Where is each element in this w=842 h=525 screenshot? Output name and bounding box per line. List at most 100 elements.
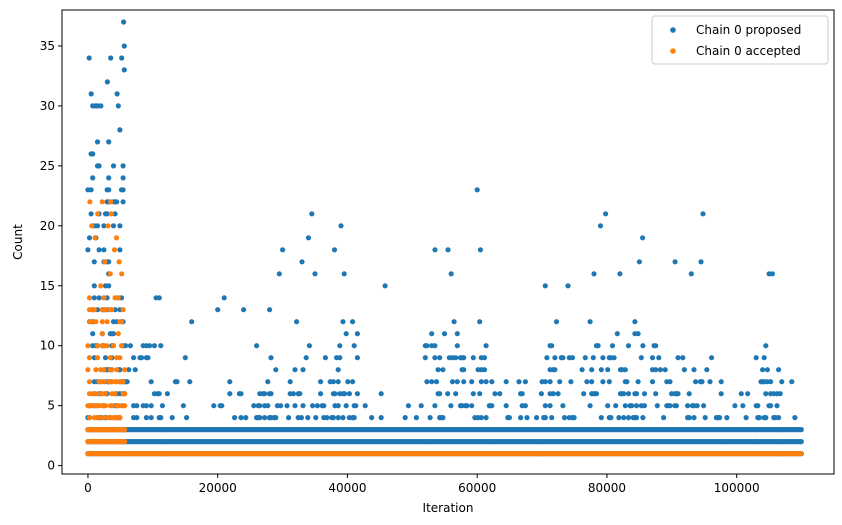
proposed-point [449,379,456,385]
proposed-point [774,403,780,409]
proposed-point [688,271,694,277]
proposed-point [779,379,785,385]
proposed-point [657,367,664,373]
accepted-point [105,223,111,229]
proposed-point [335,367,341,373]
accepted-point [109,307,115,313]
proposed-point [215,307,221,313]
proposed-point [481,367,488,373]
proposed-point [143,415,149,421]
accepted-point [120,379,126,385]
accepted-point [102,307,109,313]
proposed-point [330,415,336,421]
proposed-point [506,415,512,421]
proposed-point [469,403,475,409]
proposed-point [273,367,279,373]
proposed-point [88,187,94,193]
proposed-point [268,355,274,361]
proposed-point [542,379,548,385]
proposed-point [134,415,140,421]
proposed-point [121,67,127,73]
y-tick-label: 5 [47,399,55,413]
proposed-point [740,403,746,409]
proposed-point [606,379,612,385]
proposed-point [424,343,430,349]
proposed-point [756,415,763,421]
proposed-point [635,379,641,385]
proposed-point [497,391,503,397]
proposed-point [117,247,123,253]
proposed-point [461,367,467,373]
accepted-point [101,415,107,421]
y-tick-label: 10 [40,339,55,353]
proposed-point [549,343,555,349]
proposed-point [413,415,419,421]
proposed-point [656,355,662,361]
proposed-point [635,331,641,337]
proposed-point [184,415,190,421]
proposed-point [108,55,114,61]
accepted-point [102,403,109,409]
proposed-point [127,343,133,349]
proposed-point [287,379,293,385]
accepted-point [113,235,120,241]
proposed-point [522,403,529,409]
legend-label-proposed: Chain 0 proposed [696,23,801,37]
proposed-point [314,403,320,409]
proposed-point [717,415,723,421]
proposed-point [94,139,101,145]
proposed-point [145,355,151,361]
proposed-point [353,403,359,409]
proposed-point [542,403,548,409]
y-tick-label: 15 [40,279,55,293]
accepted-point [116,259,122,265]
proposed-point [221,295,227,301]
proposed-point [477,319,483,325]
proposed-point [698,259,704,265]
proposed-point [354,331,360,337]
proposed-point [286,415,292,421]
legend: Chain 0 proposed Chain 0 accepted [651,15,829,65]
proposed-point [156,391,162,397]
proposed-point [768,403,774,409]
legend-label-accepted: Chain 0 accepted [696,44,801,58]
proposed-point [402,415,408,421]
proposed-point [119,55,125,61]
x-tick-label: 40000 [328,481,366,495]
proposed-point [454,331,460,337]
proposed-point [321,403,327,409]
proposed-point [110,223,117,229]
proposed-point [625,343,632,349]
proposed-point [691,367,697,373]
proposed-point [755,403,761,409]
proposed-point [629,403,635,409]
proposed-point [85,247,91,253]
proposed-point [187,379,193,385]
proposed-point [763,415,769,421]
accepted-point [99,199,105,205]
proposed-point [335,415,341,421]
accepted-point [99,331,105,337]
proposed-point [257,415,263,421]
accepted-point [122,439,128,445]
proposed-point [351,343,357,349]
accepted-point [85,367,91,373]
proposed-point [346,391,352,397]
proposed-point [445,247,451,253]
proposed-point [298,415,304,421]
accepted-point [112,391,118,397]
x-tick-label: 100000 [714,481,760,495]
proposed-point [104,79,110,85]
proposed-point [603,211,609,217]
proposed-point [470,391,476,397]
proposed-point [568,379,574,385]
proposed-point [310,403,316,409]
data-points-layer [85,19,804,457]
proposed-point [608,415,614,421]
proposed-point [284,403,290,409]
proposed-point [641,391,648,397]
accepted-point [117,355,123,361]
proposed-point [106,187,112,193]
proposed-point [653,367,659,373]
proposed-point [700,211,706,217]
